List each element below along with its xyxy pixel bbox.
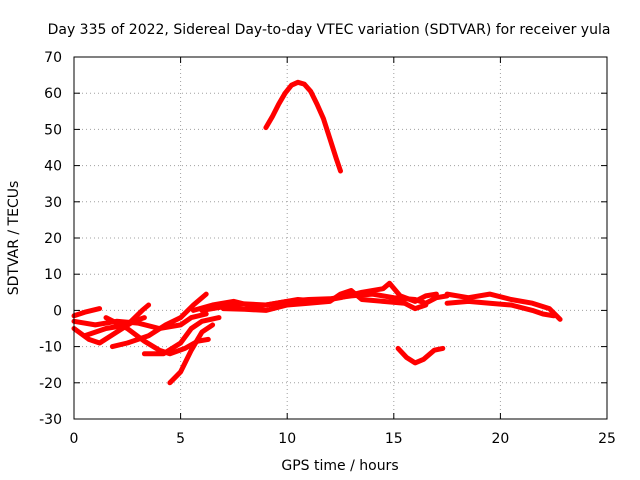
x-tick-label: 0 xyxy=(70,431,79,447)
series-arc-early-d xyxy=(82,302,152,339)
series-arc-midday-band-c xyxy=(220,288,429,313)
ticks xyxy=(73,56,608,420)
y-tick-label: -30 xyxy=(39,412,62,428)
y-tick-label: 60 xyxy=(44,86,62,102)
plot-border xyxy=(73,56,608,420)
chart-title: Day 335 of 2022, Sidereal Day-to-day VTE… xyxy=(48,22,611,38)
tick-labels: 0 5 10 15 20 25 -30 -20 -10 0 10 20 30 40 50 60 70 xyxy=(39,50,616,447)
grid xyxy=(74,57,607,419)
y-tick-label: -10 xyxy=(39,340,62,356)
series-arc-midday-band-b xyxy=(190,280,439,313)
y-axis-label: SDTVAR / TECUs xyxy=(6,181,22,296)
series-arc-early-g xyxy=(167,322,216,386)
y-tick-label: 70 xyxy=(44,50,62,66)
y-tick-label: 40 xyxy=(44,159,62,175)
x-tick-label: 20 xyxy=(491,431,509,447)
series-arc-peak xyxy=(263,79,343,174)
y-tick-label: 50 xyxy=(44,122,62,138)
y-tick-label: 30 xyxy=(44,195,62,211)
series-layer xyxy=(71,79,563,386)
y-tick-label: -20 xyxy=(39,376,62,392)
series-arc-early-a xyxy=(71,306,103,319)
y-tick-label: 0 xyxy=(53,303,62,319)
x-tick-label: 25 xyxy=(598,431,616,447)
series-arc-early-e xyxy=(109,291,209,350)
y-tick-label: 20 xyxy=(44,231,62,247)
series-arc-early-h xyxy=(141,315,222,357)
series-arc-dip xyxy=(395,345,446,366)
x-tick-label: 5 xyxy=(176,431,185,447)
series-arc-late-a xyxy=(444,291,563,322)
series-arc-early-b xyxy=(71,311,209,331)
series-arc-late-b xyxy=(444,298,557,319)
x-axis-label: GPS time / hours xyxy=(281,458,398,474)
x-tick-label: 10 xyxy=(278,431,296,447)
y-tick-label: 10 xyxy=(44,267,62,283)
x-tick-label: 15 xyxy=(385,431,403,447)
